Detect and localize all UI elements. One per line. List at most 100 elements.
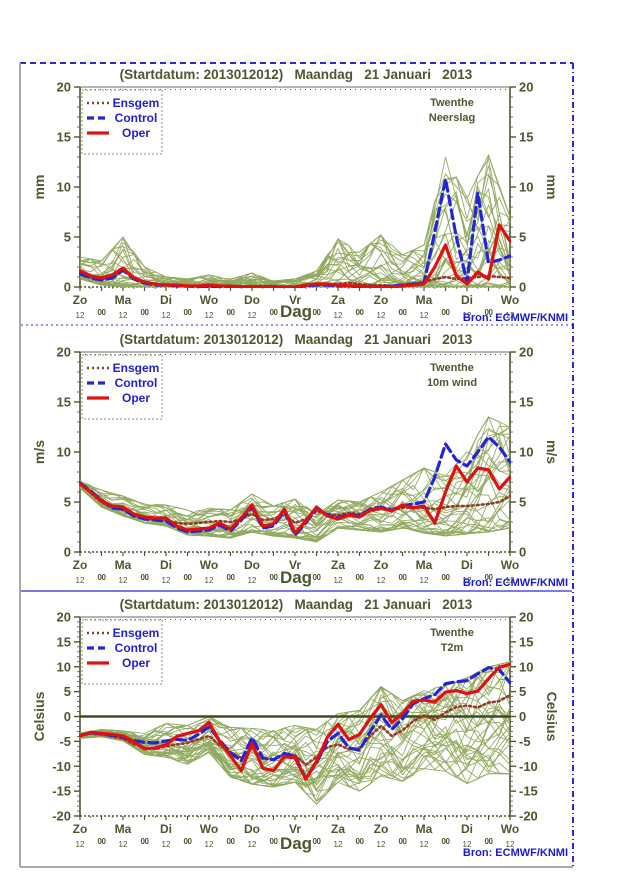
x-hour-00: 00 [98, 308, 107, 317]
x-hour-12: 12 [119, 840, 128, 849]
legend-label-control: Control [115, 111, 158, 125]
y-tick-left: 0 [64, 545, 71, 560]
x-day-label: Do [244, 293, 260, 307]
y-tick-left: -5 [59, 734, 71, 749]
y-tick-left: 10 [57, 445, 71, 460]
x-hour-12: 12 [119, 311, 128, 320]
legend-label-control: Control [115, 641, 158, 655]
x-hour-12: 12 [248, 840, 257, 849]
x-hour-00: 00 [98, 837, 107, 846]
legend-label-oper: Oper [122, 391, 150, 405]
x-day-label: Wo [501, 558, 519, 572]
y-tick-left: 20 [57, 610, 71, 625]
x-day-label: Za [331, 558, 345, 572]
x-day-label: Ma [416, 822, 433, 836]
x-hour-12: 12 [463, 576, 472, 585]
x-day-label: Wo [200, 822, 218, 836]
x-hour-00: 00 [356, 837, 365, 846]
x-hour-00: 00 [313, 573, 322, 582]
legend-label-oper: Oper [122, 656, 150, 670]
location-label: Twenthe [430, 97, 474, 109]
x-hour-12: 12 [420, 840, 429, 849]
y-tick-right: 20 [519, 610, 533, 625]
y-tick-right: 5 [519, 230, 526, 245]
x-day-label: Di [160, 293, 172, 307]
x-day-label: Ma [115, 822, 132, 836]
x-day-label: Vr [289, 293, 301, 307]
x-hour-12: 12 [205, 311, 214, 320]
location-label: Twenthe [430, 627, 474, 639]
y-tick-left: 15 [57, 395, 71, 410]
y-tick-right: 10 [519, 180, 533, 195]
y-tick-left: 10 [57, 180, 71, 195]
y-tick-right: 15 [519, 130, 533, 145]
y-tick-right: 20 [519, 80, 533, 95]
x-day-label: Di [160, 822, 172, 836]
y-tick-left: 0 [64, 280, 71, 295]
x-day-label: Di [461, 293, 473, 307]
legend-label-ensgem: Ensgem [113, 361, 160, 375]
y-tick-left: 10 [57, 659, 71, 674]
x-hour-00: 00 [399, 308, 408, 317]
series-oper [79, 662, 511, 781]
y-tick-left: 5 [64, 495, 71, 510]
x-axis-title: Dag [280, 302, 312, 321]
panel-10m-wind: (Startdatum: 2013012012) Maandag 21 Janu… [31, 332, 568, 589]
x-hour-12: 12 [463, 311, 472, 320]
x-day-label: Zo [374, 293, 389, 307]
x-hour-12: 12 [334, 576, 343, 585]
x-axis-title: Dag [280, 834, 312, 853]
y-tick-left: 15 [57, 130, 71, 145]
x-hour-12: 12 [162, 840, 171, 849]
y-tick-right: -20 [519, 809, 538, 824]
x-hour-12: 12 [506, 576, 515, 585]
x-hour-00: 00 [485, 308, 494, 317]
x-hour-00: 00 [485, 837, 494, 846]
x-hour-12: 12 [506, 311, 515, 320]
x-hour-00: 00 [184, 573, 193, 582]
panel-neerslag: (Startdatum: 2013012012) Maandag 21 Janu… [31, 67, 568, 324]
x-hour-12: 12 [506, 840, 515, 849]
x-hour-00: 00 [98, 573, 107, 582]
x-day-label: Wo [501, 293, 519, 307]
x-hour-12: 12 [76, 840, 85, 849]
x-hour-00: 00 [442, 837, 451, 846]
series-oper [79, 464, 511, 535]
x-hour-12: 12 [205, 840, 214, 849]
x-hour-12: 12 [248, 576, 257, 585]
x-day-label: Ma [115, 293, 132, 307]
y-tick-right: -5 [519, 734, 531, 749]
panel-t2m: (Startdatum: 2013012012) Maandag 21 Janu… [31, 597, 568, 859]
x-day-label: Do [244, 558, 260, 572]
x-hour-12: 12 [248, 311, 257, 320]
x-hour-00: 00 [442, 573, 451, 582]
x-hour-12: 12 [76, 311, 85, 320]
series-control [79, 666, 511, 780]
y-tick-right: 0 [519, 709, 526, 724]
legend-label-oper: Oper [122, 126, 150, 140]
x-hour-00: 00 [356, 308, 365, 317]
y-axis-label-right: mm [544, 175, 560, 200]
y-axis-label-right: m/s [544, 440, 560, 464]
y-tick-left: 20 [57, 80, 71, 95]
y-tick-left: -10 [52, 759, 71, 774]
ensemble-members [79, 661, 511, 805]
y-axis-label-left: Celsius [31, 691, 47, 741]
ensemble-members [79, 153, 511, 288]
x-day-label: Zo [73, 293, 88, 307]
x-day-label: Ma [416, 293, 433, 307]
y-axis-label-left: mm [31, 175, 47, 200]
legend-box [81, 89, 163, 155]
source-label: Bron: ECMWF/KNMI [463, 312, 568, 324]
x-hour-00: 00 [141, 308, 150, 317]
x-day-label: Di [160, 558, 172, 572]
legend-label-ensgem: Ensgem [113, 626, 160, 640]
x-hour-12: 12 [463, 840, 472, 849]
y-tick-right: 5 [519, 684, 526, 699]
x-day-label: Wo [501, 822, 519, 836]
x-hour-00: 00 [399, 573, 408, 582]
x-hour-12: 12 [205, 576, 214, 585]
